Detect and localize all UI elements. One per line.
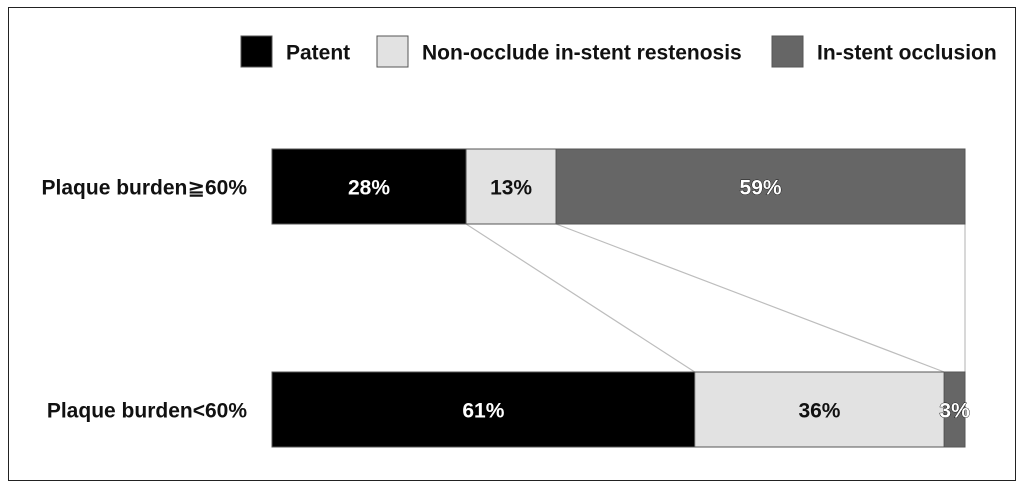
- legend-swatch-patent: [240, 35, 273, 68]
- data-label-in-stent-occlusion-1: 59%: [740, 177, 782, 200]
- bar-in-stent-occlusion-1: [555, 148, 966, 225]
- category-labels: Plaque burden≧60% Plaque burden<60%: [42, 177, 248, 423]
- data-label-non-occlude-in-stent-restenosis-1: 13%: [490, 177, 532, 200]
- legend: Patent Non-occlude in-stent restenosis In-…: [240, 35, 997, 68]
- data-label-in-stent-occlusion-2: 3%: [939, 400, 970, 423]
- bar-non-occlude-in-stent-restenosis-2: [694, 371, 945, 448]
- category-label-1: Plaque burden≧60%: [42, 177, 248, 200]
- bar-in-stent-occlusion-2: [943, 371, 966, 448]
- legend-label-patent: Patent: [286, 42, 350, 65]
- data-label-patent-2: 61%: [462, 400, 504, 423]
- bar-patent-1: [271, 148, 467, 225]
- legend-label-in-stent-occlusion: In-stent occlusion: [817, 42, 997, 65]
- connector-line-2: [555, 223, 945, 373]
- data-label-non-occlude-in-stent-restenosis-2: 36%: [798, 400, 840, 423]
- percent-labels: 28% 13% 59% 61% 36% 3%: [348, 176, 971, 423]
- bar-non-occlude-in-stent-restenosis-1: [465, 148, 557, 225]
- category-label-2: Plaque burden<60%: [47, 400, 247, 423]
- connector-lines: [465, 223, 966, 373]
- bars: [271, 148, 966, 448]
- data-label-patent-1: 28%: [348, 177, 390, 200]
- legend-label-non-occlude-in-stent-restenosis: Non-occlude in-stent restenosis: [422, 42, 742, 65]
- legend-swatch-in-stent-occlusion: [771, 35, 804, 68]
- legend-swatch-non-occlude-in-stent-restenosis: [376, 35, 409, 68]
- connector-line-1: [465, 223, 696, 373]
